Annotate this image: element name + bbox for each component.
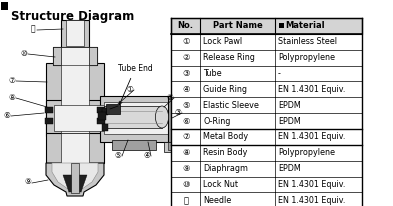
- Text: ⑪: ⑪: [183, 196, 188, 205]
- Bar: [46, 100, 166, 136]
- Bar: [61, 20, 89, 48]
- Text: ④: ④: [143, 151, 151, 159]
- Text: ②: ②: [182, 53, 189, 62]
- Text: Lock Nut: Lock Nut: [204, 180, 239, 189]
- Bar: [97, 107, 105, 113]
- Bar: [100, 96, 182, 142]
- Ellipse shape: [155, 106, 169, 128]
- Text: EPDM: EPDM: [278, 164, 301, 173]
- Text: Resin Body: Resin Body: [204, 148, 248, 157]
- Text: Material: Material: [285, 21, 325, 30]
- Bar: [168, 96, 182, 142]
- Bar: [104, 102, 174, 134]
- Bar: [164, 142, 178, 152]
- Bar: [61, 63, 89, 133]
- Text: ⑤: ⑤: [115, 151, 121, 159]
- Bar: [54, 105, 158, 131]
- Bar: [171, 113, 362, 129]
- Bar: [98, 112, 106, 120]
- Text: ③: ③: [182, 69, 189, 78]
- Bar: [97, 118, 105, 124]
- Bar: [46, 133, 104, 163]
- Text: Elastic Sleeve: Elastic Sleeve: [204, 101, 259, 110]
- Bar: [106, 104, 120, 114]
- Bar: [171, 129, 362, 145]
- Text: ⑦: ⑦: [9, 76, 15, 84]
- Bar: [171, 34, 362, 50]
- Bar: [171, 50, 362, 66]
- Bar: [279, 23, 284, 28]
- Bar: [168, 142, 176, 150]
- Bar: [45, 118, 53, 124]
- Text: O-Ring: O-Ring: [204, 117, 231, 126]
- Text: Structure Diagram: Structure Diagram: [11, 10, 134, 23]
- Bar: [45, 107, 53, 113]
- Text: Polypropylene: Polypropylene: [278, 148, 335, 157]
- Text: -: -: [278, 69, 281, 78]
- Polygon shape: [53, 47, 61, 65]
- Bar: [171, 192, 362, 206]
- Text: Guide Ring: Guide Ring: [204, 85, 248, 94]
- Bar: [71, 163, 79, 193]
- Bar: [171, 66, 362, 81]
- Text: EPDM: EPDM: [278, 117, 301, 126]
- Text: ⑩: ⑩: [182, 180, 189, 189]
- Bar: [171, 161, 362, 177]
- Text: EPDM: EPDM: [278, 101, 301, 110]
- Text: ③: ③: [174, 108, 182, 117]
- Bar: [53, 47, 97, 65]
- Text: ⑧: ⑧: [9, 92, 15, 102]
- Text: ⑧: ⑧: [182, 148, 189, 157]
- Polygon shape: [52, 163, 98, 193]
- Bar: [171, 177, 362, 192]
- Text: EN 1.4301 Equiv.: EN 1.4301 Equiv.: [278, 180, 345, 189]
- Text: ⑤: ⑤: [182, 101, 189, 110]
- Text: Metal Body: Metal Body: [204, 132, 248, 142]
- Bar: [66, 20, 84, 46]
- Text: EN 1.4301 Equiv.: EN 1.4301 Equiv.: [278, 85, 345, 94]
- Text: Tube: Tube: [204, 69, 222, 78]
- Bar: [171, 18, 362, 34]
- Text: Stainless Steel: Stainless Steel: [278, 37, 337, 46]
- Text: Diaphragm: Diaphragm: [204, 164, 248, 173]
- Text: Needle: Needle: [204, 196, 232, 205]
- Bar: [61, 47, 89, 65]
- Bar: [102, 124, 108, 131]
- Text: ⑥: ⑥: [4, 110, 11, 119]
- Text: ⑩: ⑩: [20, 48, 28, 57]
- Text: Polypropylene: Polypropylene: [278, 53, 335, 62]
- Text: ①: ①: [182, 37, 189, 46]
- Bar: [112, 140, 156, 150]
- Polygon shape: [46, 163, 104, 196]
- Text: ②: ②: [167, 92, 173, 102]
- Text: ⑦: ⑦: [182, 132, 189, 142]
- Text: Release Ring: Release Ring: [204, 53, 255, 62]
- Text: Lock Pawl: Lock Pawl: [204, 37, 242, 46]
- Text: ①: ①: [127, 84, 134, 94]
- Text: ⑨: ⑨: [24, 178, 31, 186]
- Polygon shape: [89, 47, 97, 65]
- Bar: [171, 145, 362, 161]
- Text: ⑥: ⑥: [182, 117, 189, 126]
- Bar: [61, 133, 89, 163]
- Bar: [104, 106, 162, 128]
- Text: No.: No.: [178, 21, 194, 30]
- Text: EN 1.4301 Equiv.: EN 1.4301 Equiv.: [278, 196, 345, 205]
- Text: Part Name: Part Name: [213, 21, 263, 30]
- Text: EN 1.4301 Equiv.: EN 1.4301 Equiv.: [278, 132, 345, 142]
- Bar: [171, 81, 362, 97]
- Text: Tube End: Tube End: [118, 64, 152, 105]
- Bar: [172, 100, 180, 138]
- Bar: [102, 108, 108, 115]
- Text: ⑪: ⑪: [31, 25, 35, 34]
- Bar: [46, 63, 104, 133]
- Bar: [171, 97, 362, 113]
- Polygon shape: [63, 175, 87, 192]
- Text: ⑨: ⑨: [182, 164, 189, 173]
- Bar: [1, 1, 8, 9]
- Text: ④: ④: [182, 85, 189, 94]
